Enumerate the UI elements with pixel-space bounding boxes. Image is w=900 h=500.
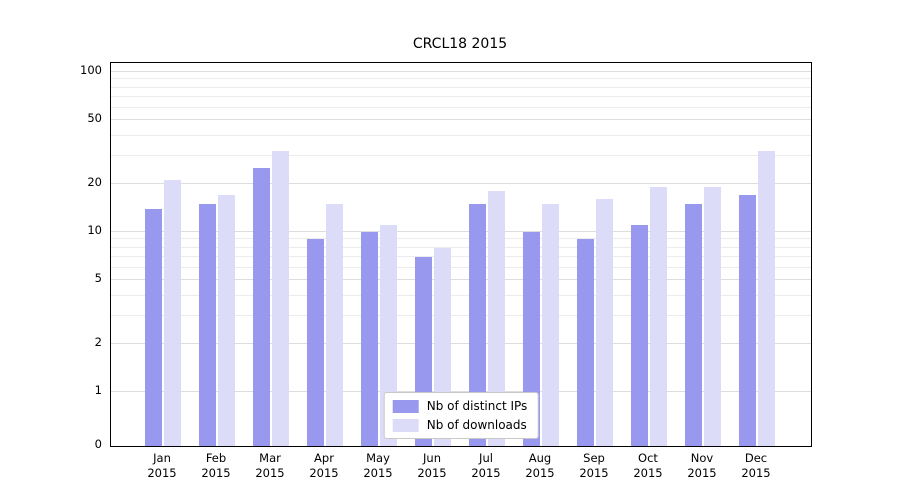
gridline — [111, 266, 811, 268]
bar-distinct-ips-dec — [739, 195, 756, 446]
bar-downloads-jul — [488, 191, 505, 446]
legend-entry-distinct-ips: Nb of distinct IPs — [392, 399, 528, 413]
bar-downloads-mar — [272, 151, 289, 446]
bar-downloads-apr — [326, 203, 343, 446]
gridline — [111, 71, 811, 72]
x-tick-label: Sep 2015 — [579, 451, 609, 480]
gridline — [111, 391, 811, 392]
bar-distinct-ips-feb — [199, 203, 216, 446]
y-tick-label: 20 — [87, 174, 102, 189]
y-tick-label: 100 — [80, 63, 102, 77]
bar-distinct-ips-apr — [307, 239, 324, 446]
x-tick-label: Feb 2015 — [201, 451, 231, 480]
gridline — [111, 279, 811, 281]
bar-distinct-ips-nov — [685, 203, 702, 446]
gridline — [111, 246, 811, 248]
bar-distinct-ips-jul — [469, 203, 486, 446]
chart-title: CRCL18 2015 — [412, 36, 508, 52]
x-tick-label: Mar 2015 — [255, 451, 285, 480]
bar-distinct-ips-sep — [577, 239, 594, 446]
gridline — [111, 106, 811, 108]
gridline — [111, 294, 811, 296]
bar-distinct-ips-jan — [145, 208, 162, 446]
bar-downloads-feb — [218, 195, 235, 446]
legend-swatch-distinct-ips — [392, 399, 419, 413]
gridline — [111, 95, 811, 97]
bar-distinct-ips-mar — [253, 168, 270, 446]
bar-downloads-aug — [542, 203, 559, 446]
gridline — [111, 78, 811, 80]
gridline — [111, 182, 811, 184]
legend-label-downloads: Nb of downloads — [426, 418, 527, 432]
x-tick-label: Apr 2015 — [309, 451, 339, 480]
y-tick-label: 10 — [87, 223, 102, 237]
x-tick-label: Jun 2015 — [417, 451, 447, 480]
bar-downloads-oct — [650, 187, 667, 446]
y-tick-label: 2 — [94, 334, 102, 349]
plot-area: Nb of distinct IPs Nb of downloads — [110, 62, 812, 447]
bar-downloads-nov — [704, 187, 721, 446]
legend: Nb of distinct IPs Nb of downloads — [383, 392, 539, 439]
legend-swatch-downloads — [392, 418, 419, 432]
bar-distinct-ips-may — [361, 232, 378, 446]
x-tick-label: Dec 2015 — [741, 451, 771, 480]
gridline — [111, 86, 811, 88]
y-tick-label: 0 — [94, 437, 102, 451]
x-tick-label: Jul 2015 — [471, 451, 501, 480]
gridline — [111, 134, 811, 136]
gridline — [111, 342, 811, 344]
x-tick-label: Oct 2015 — [633, 451, 663, 480]
gridline — [111, 238, 811, 240]
y-tick-label: 5 — [94, 271, 102, 286]
bar-distinct-ips-oct — [631, 225, 648, 446]
x-tick-label: Jan 2015 — [147, 451, 177, 480]
bar-downloads-dec — [758, 151, 775, 446]
bar-downloads-sep — [596, 199, 613, 446]
y-tick-label: 50 — [87, 111, 102, 126]
gridline — [111, 119, 811, 121]
legend-label-distinct-ips: Nb of distinct IPs — [426, 399, 528, 413]
gridline — [111, 314, 811, 316]
legend-entry-downloads: Nb of downloads — [392, 418, 528, 432]
gridline — [111, 154, 811, 156]
bar-downloads-may — [380, 225, 397, 446]
bar-downloads-jan — [164, 180, 181, 446]
x-tick-label: May 2015 — [363, 451, 393, 480]
x-tick-label: Aug 2015 — [525, 451, 555, 480]
gridline — [111, 231, 811, 232]
y-tick-label: 1 — [94, 383, 102, 397]
x-tick-label: Nov 2015 — [687, 451, 717, 480]
gridline — [111, 255, 811, 257]
